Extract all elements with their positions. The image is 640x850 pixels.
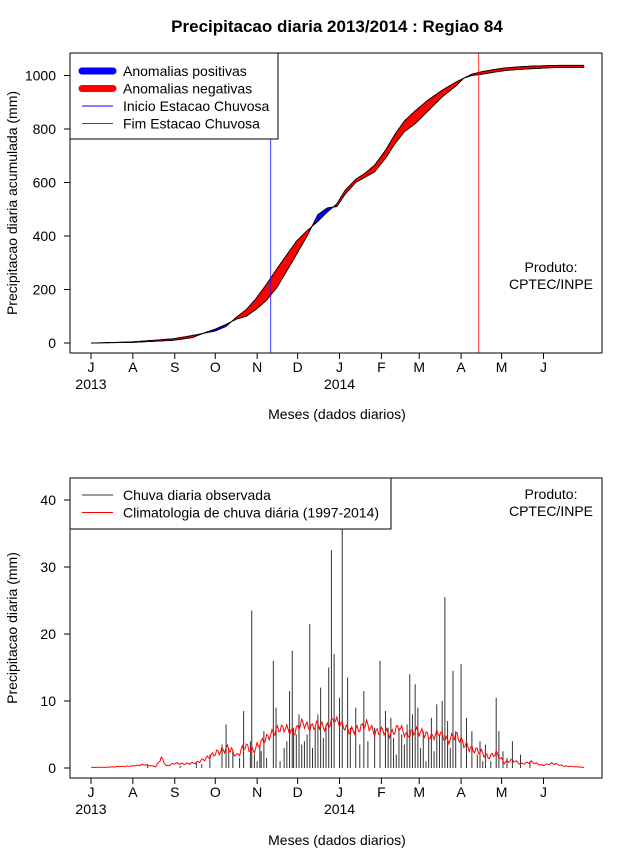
- x-tick-label: F: [377, 359, 386, 375]
- y-tick-label: 400: [33, 228, 57, 244]
- x-tick-label: J: [540, 784, 547, 800]
- legend-label: Anomalias negativas: [123, 81, 252, 97]
- x-tick-label: J: [336, 784, 343, 800]
- accumulated-precipitation-chart: Precipitacao diaria 2013/2014 : Regiao 8…: [4, 17, 603, 422]
- x-tick-label: S: [170, 359, 179, 375]
- chart-title: Precipitacao diaria 2013/2014 : Regiao 8…: [171, 17, 503, 36]
- x-tick-label: N: [252, 784, 262, 800]
- bottom-y-axis-label: Precipitacao diaria (mm): [4, 552, 20, 704]
- y-tick-label: 40: [40, 492, 56, 508]
- x-tick-label: D: [293, 784, 303, 800]
- observed-accumulated-line: [91, 67, 584, 344]
- top-legend-box: [69, 52, 279, 140]
- legend-label: Inicio Estacao Chuvosa: [123, 98, 270, 114]
- top-product-source: CPTEC/INPE: [509, 276, 593, 292]
- x-tick-label: A: [128, 784, 138, 800]
- legend-label: Climatologia de chuva diária (1997-2014): [123, 505, 379, 521]
- top-y-axis: 0 200 400 600 800 1000: [25, 68, 71, 351]
- y-tick-label: 30: [40, 559, 56, 575]
- y-tick-label: 800: [33, 121, 57, 137]
- top-y-axis-label: Precipitacao diaria acumulada (mm): [4, 91, 20, 315]
- x-tick-label: M: [496, 359, 508, 375]
- year-label-2013: 2013: [75, 801, 106, 817]
- top-x-axis-label: Meses (dados diarios): [268, 406, 406, 422]
- bottom-y-axis: 0 10 20 30 40: [40, 492, 71, 776]
- x-tick-label: D: [293, 359, 303, 375]
- bottom-legend: Chuva diaria observada Climatologia de ch…: [69, 477, 392, 530]
- x-tick-label: M: [413, 359, 425, 375]
- y-tick-label: 1000: [25, 68, 56, 84]
- x-tick-label: A: [128, 359, 138, 375]
- legend-label: Anomalias positivas: [123, 63, 247, 79]
- daily-rain-bars: [147, 526, 531, 768]
- climatology-line-group: [90, 715, 585, 769]
- bottom-product-label: Produto:: [525, 486, 578, 502]
- legend-label: Fim Estacao Chuvosa: [123, 116, 260, 132]
- x-tick-label: A: [456, 359, 466, 375]
- x-tick-label: J: [336, 359, 343, 375]
- year-label-2013: 2013: [75, 376, 106, 392]
- top-legend: Anomalias positivas Anomalias negativasIn…: [69, 52, 279, 140]
- y-tick-label: 10: [40, 693, 56, 709]
- x-tick-label: N: [252, 359, 262, 375]
- bottom-legend-box: [69, 477, 392, 530]
- anomaly-areas: [90, 64, 585, 344]
- x-tick-label: O: [210, 359, 221, 375]
- x-tick-label: A: [456, 784, 466, 800]
- y-tick-label: 0: [48, 335, 56, 351]
- legend-label: Chuva diaria observada: [123, 487, 271, 503]
- year-label-2014: 2014: [324, 801, 355, 817]
- x-tick-label: J: [88, 784, 95, 800]
- x-tick-label: S: [170, 784, 179, 800]
- y-tick-label: 20: [40, 626, 56, 642]
- x-tick-label: O: [210, 784, 221, 800]
- bottom-x-axis-label: Meses (dados diarios): [268, 832, 406, 848]
- x-tick-label: J: [88, 359, 95, 375]
- x-tick-label: M: [496, 784, 508, 800]
- x-tick-label: F: [377, 784, 386, 800]
- bottom-product-source: CPTEC/INPE: [509, 503, 593, 519]
- top-product-label: Produto:: [525, 259, 578, 275]
- y-tick-label: 200: [33, 282, 57, 298]
- season-lines: [270, 53, 480, 353]
- y-tick-label: 0: [48, 760, 56, 776]
- y-tick-label: 600: [33, 175, 57, 191]
- climatology-line: [90, 715, 585, 769]
- x-tick-label: J: [540, 359, 547, 375]
- climatology-accumulated-line: [91, 64, 584, 344]
- year-label-2014: 2014: [324, 376, 355, 392]
- x-tick-label: M: [413, 784, 425, 800]
